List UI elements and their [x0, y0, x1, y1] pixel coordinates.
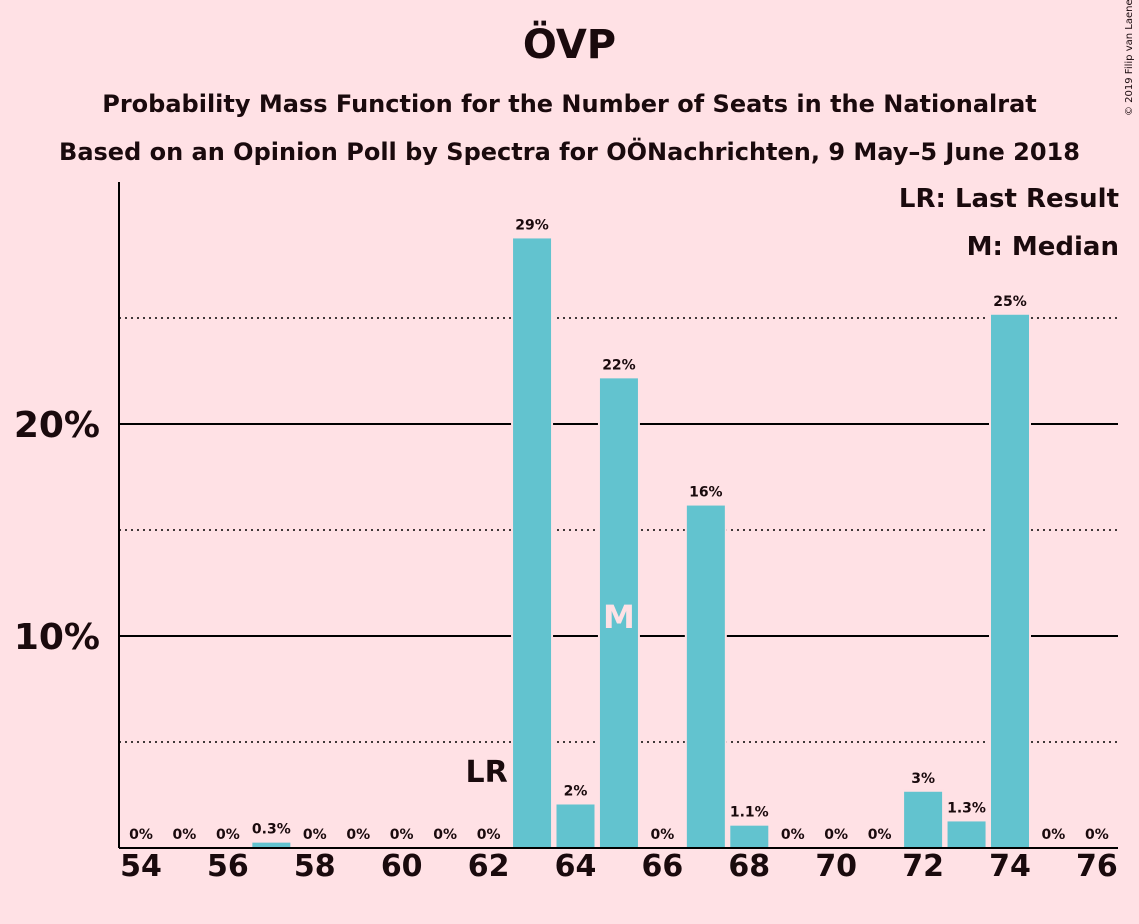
x-tick-label-70: 70 [815, 849, 857, 884]
data-label-seats-66: 0% [651, 827, 675, 843]
x-tick-label-72: 72 [902, 849, 944, 884]
data-label-seats-54: 0% [129, 827, 153, 843]
data-label-seats-76: 0% [1085, 827, 1109, 843]
data-label-seats-71: 0% [868, 827, 892, 843]
data-label-seats-61: 0% [433, 827, 457, 843]
last-result-marker: LR [465, 755, 507, 790]
median-marker: M [603, 598, 635, 636]
data-label-seats-59: 0% [346, 827, 370, 843]
data-label-seats-70: 0% [824, 827, 848, 843]
x-tick-label-64: 64 [555, 849, 597, 884]
data-label-seats-68: 1.1% [730, 805, 769, 821]
data-label-seats-62: 0% [477, 827, 501, 843]
data-label-seats-69: 0% [781, 827, 805, 843]
data-label-seats-74: 25% [993, 294, 1027, 310]
y-tick-label-20: 20% [14, 405, 100, 446]
x-tick-label-60: 60 [381, 849, 423, 884]
bar-seats-63 [511, 236, 554, 849]
legend-median: M: Median [966, 232, 1119, 262]
x-tick-label-76: 76 [1076, 849, 1118, 884]
x-tick-label-74: 74 [989, 849, 1031, 884]
data-label-seats-58: 0% [303, 827, 327, 843]
legend-last-result: LR: Last Result [898, 184, 1119, 214]
bar-seats-68 [728, 823, 771, 849]
chart-title: ÖVP [522, 22, 617, 68]
x-tick-label-56: 56 [207, 849, 249, 884]
data-label-seats-67: 16% [689, 485, 723, 501]
chart-subtitle-2: Based on an Opinion Poll by Spectra for … [59, 138, 1080, 166]
y-tick-label-10: 10% [14, 617, 100, 658]
bar-seats-74 [989, 312, 1031, 849]
bar-seats-73 [945, 819, 988, 850]
data-label-seats-60: 0% [390, 827, 414, 843]
bar-seats-65 [597, 376, 640, 849]
data-label-seats-73: 1.3% [947, 800, 986, 816]
data-label-seats-64: 2% [564, 783, 588, 799]
data-label-seats-57: 0.3% [252, 822, 291, 838]
x-tick-label-66: 66 [642, 849, 684, 884]
x-tick-label-58: 58 [294, 849, 336, 884]
bar-seats-64 [554, 802, 597, 849]
data-label-seats-63: 29% [515, 217, 549, 233]
x-tick-label-54: 54 [120, 849, 162, 884]
x-tick-label-68: 68 [728, 849, 770, 884]
data-label-seats-72: 3% [911, 771, 935, 787]
data-label-seats-55: 0% [173, 827, 197, 843]
data-label-seats-75: 0% [1042, 827, 1066, 843]
bar-seats-67 [684, 503, 727, 849]
chart-subtitle-1: Probability Mass Function for the Number… [102, 90, 1037, 118]
bar-seats-72 [902, 789, 945, 850]
x-tick-label-62: 62 [468, 849, 510, 884]
data-label-seats-56: 0% [216, 827, 240, 843]
data-label-seats-65: 22% [602, 357, 636, 373]
